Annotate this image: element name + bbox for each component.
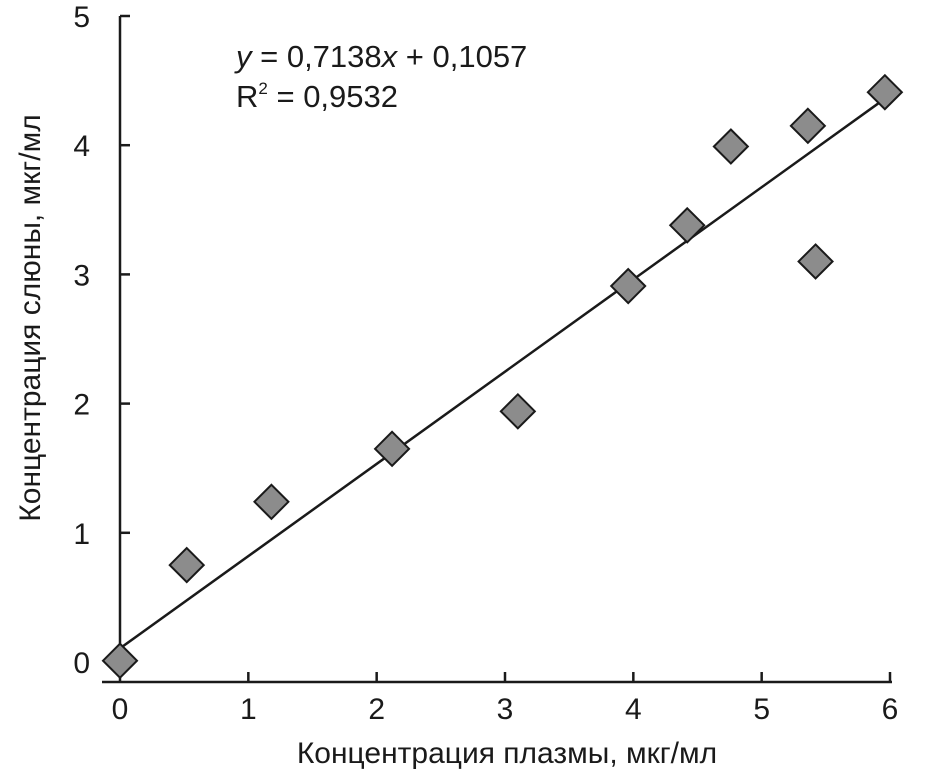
axes: 0 1 2 3 4 5 6 0 1 2 3 4 5 (73, 1, 898, 726)
data-point (101, 642, 139, 680)
x-tick-label: 5 (753, 693, 770, 726)
data-point (373, 430, 411, 468)
regression-equation: y = 0,7138x + 0,1057 (234, 39, 527, 74)
y-ticks: 0 1 2 3 4 5 (73, 1, 130, 680)
data-point (797, 243, 834, 280)
trendline (119, 97, 886, 650)
equation-y-variable: y (234, 39, 254, 74)
y-tick-label: 5 (73, 1, 90, 34)
y-axis-title: Концентрация слюны, мкг/мл (14, 114, 47, 521)
y-tick-label: 0 (73, 647, 90, 680)
data-points (101, 73, 904, 680)
data-point (609, 267, 647, 305)
equation-intercept: + 0,1057 (397, 39, 527, 74)
data-point (866, 73, 904, 111)
x-tick-label: 6 (882, 693, 899, 726)
data-point (668, 206, 706, 244)
y-tick-label: 3 (73, 259, 90, 292)
x-ticks: 0 1 2 3 4 5 6 (112, 672, 899, 726)
x-tick-label: 2 (368, 693, 385, 726)
r-squared: R2 = 0,9532 (236, 79, 398, 114)
y-tick-label: 1 (73, 518, 90, 551)
data-point (253, 483, 290, 521)
data-point (712, 128, 750, 165)
x-axis-title: Концентрация плазмы, мкг/мл (297, 737, 717, 770)
x-tick-label: 1 (240, 693, 257, 726)
r-squared-symbol: R (236, 79, 258, 114)
data-point (499, 392, 537, 430)
equation-x-variable: x (380, 39, 399, 74)
r-squared-superscript: 2 (258, 79, 267, 98)
x-tick-label: 3 (497, 693, 514, 726)
y-tick-label: 2 (73, 389, 90, 422)
r-squared-value: = 0,9532 (268, 79, 398, 114)
equation-slope: = 0,7138 (252, 39, 382, 74)
x-tick-label: 4 (625, 693, 642, 726)
x-tick-label: 0 (112, 693, 129, 726)
data-point (789, 107, 827, 145)
data-point (168, 546, 206, 584)
y-tick-label: 4 (73, 130, 90, 163)
